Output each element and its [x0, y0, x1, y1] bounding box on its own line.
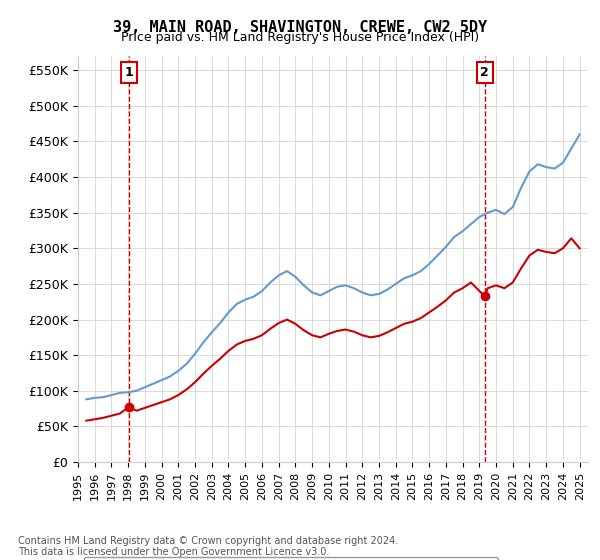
Legend: 39, MAIN ROAD, SHAVINGTON, CREWE, CW2 5DY (detached house), HPI: Average price, : 39, MAIN ROAD, SHAVINGTON, CREWE, CW2 5D… — [83, 557, 497, 560]
Text: Price paid vs. HM Land Registry's House Price Index (HPI): Price paid vs. HM Land Registry's House … — [121, 31, 479, 44]
Text: 1: 1 — [124, 66, 133, 79]
Text: Contains HM Land Registry data © Crown copyright and database right 2024.
This d: Contains HM Land Registry data © Crown c… — [18, 535, 398, 557]
Text: 39, MAIN ROAD, SHAVINGTON, CREWE, CW2 5DY: 39, MAIN ROAD, SHAVINGTON, CREWE, CW2 5D… — [113, 20, 487, 35]
Text: 2: 2 — [481, 66, 489, 79]
